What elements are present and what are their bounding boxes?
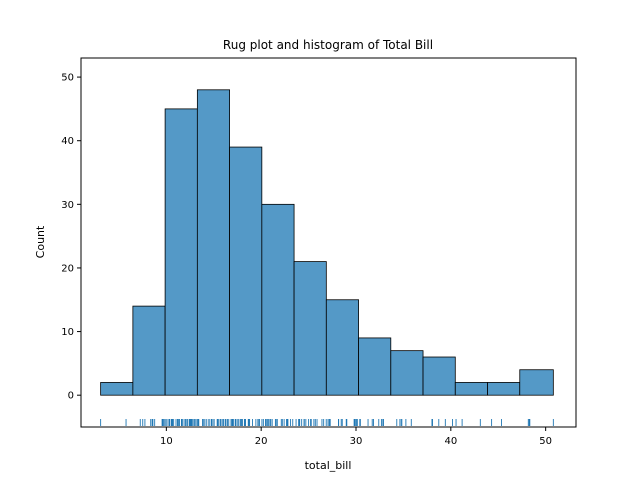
x-tick-label: 50 (539, 436, 552, 447)
histogram-bar (358, 337, 392, 396)
plot-frame (80, 57, 577, 428)
histogram-bar (196, 89, 230, 396)
histogram-bar (261, 203, 295, 396)
y-tick-label: 0 (68, 391, 74, 402)
y-tick-label: 30 (61, 200, 74, 211)
x-axis-label: total_bill (305, 459, 352, 472)
y-tick-label: 10 (61, 327, 74, 338)
histogram-bar (519, 369, 554, 396)
bars-group (100, 89, 554, 396)
x-tick-label: 30 (350, 436, 363, 447)
y-axis: 0 10 20 30 40 50 (61, 73, 81, 402)
y-tick-label: 40 (61, 136, 74, 147)
y-axis-label: Count (34, 225, 47, 258)
histogram-bar (132, 305, 166, 396)
x-tick-label: 40 (444, 436, 457, 447)
histogram-bar (422, 356, 456, 396)
histogram-bar (325, 299, 359, 396)
histogram-bar (390, 350, 424, 396)
histogram-bar (454, 382, 488, 396)
x-tick-label: 20 (255, 436, 268, 447)
chart-title: Rug plot and histogram of Total Bill (223, 38, 433, 52)
histogram-bar (100, 382, 134, 396)
y-tick-label: 50 (61, 73, 74, 84)
histogram-bar (487, 382, 521, 396)
x-axis: 10 20 30 40 50 (160, 427, 552, 447)
y-tick-label: 20 (61, 263, 74, 274)
histogram-bar (293, 261, 327, 396)
histogram-bar (164, 108, 198, 396)
x-tick-label: 10 (160, 436, 173, 447)
histogram-bar (229, 146, 263, 396)
rug-group (100, 419, 554, 426)
